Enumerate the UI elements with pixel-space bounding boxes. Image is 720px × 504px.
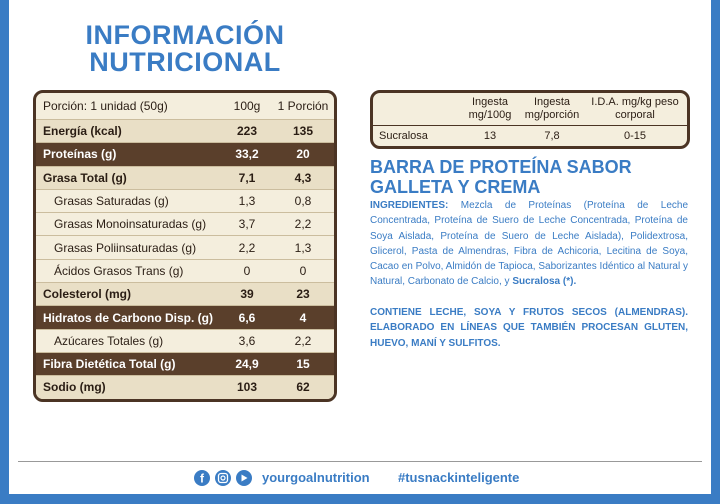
table-row: Grasas Monoinsaturadas (g) 3,7 2,2	[36, 212, 334, 235]
svg-text:f: f	[200, 472, 205, 486]
cell: 3,7	[238, 217, 256, 232]
cell: Sucralosa	[379, 130, 428, 142]
cell: 33,2	[235, 147, 259, 162]
sweetener-table: Ingesta mg/100g Ingesta mg/porción I.D.A. …	[370, 90, 690, 149]
cell: 62	[296, 380, 310, 395]
header-cell: Ingesta mg/100g	[468, 96, 512, 121]
header-cell: I.D.A. mg/kg peso corporal	[591, 96, 679, 121]
cell: 20	[296, 147, 310, 162]
header-cell: Ingesta mg/porción	[524, 96, 580, 121]
table-row: Proteínas (g) 33,2 20	[36, 142, 334, 166]
nutrition-table: Porción: 1 unidad (50g) 100g 1 Porción Ener…	[33, 90, 337, 402]
header-cell: Porción: 1 unidad (50g)	[43, 99, 168, 113]
allergens: CONTIENE LECHE, SOYA Y FRUTOS SECOS (ALM…	[370, 307, 688, 349]
cell: Ácidos Grasos Trans (g)	[54, 263, 184, 278]
ingredients-label: INGREDIENTES:	[370, 200, 449, 211]
cell: Hidratos de Carbono Disp. (g)	[43, 310, 214, 325]
cell: Azúcares Totales (g)	[54, 333, 164, 348]
cell: 0	[299, 263, 307, 278]
cell: 103	[236, 380, 258, 395]
product-name: GALLETA Y CREMA	[370, 177, 541, 197]
cell: Grasa Total (g)	[43, 170, 127, 185]
cell: 1,3	[294, 240, 312, 255]
cell: Fibra Dietética Total (g)	[43, 357, 176, 372]
cell: 0,8	[294, 194, 312, 209]
table-row: Grasa Total (g) 7,1 4,3	[36, 165, 334, 189]
product-name: BARRA DE PROTEÍNA SABOR	[370, 157, 632, 177]
cell: 2,2	[294, 333, 312, 348]
cell: 7,1	[238, 170, 256, 185]
title: NUTRICIONAL	[89, 47, 281, 77]
cell: 4,3	[294, 170, 312, 185]
cell: Energía (kcal)	[43, 124, 122, 139]
table-row: Colesterol (mg) 39 23	[36, 282, 334, 306]
ingredients-highlight: Sucralosa (*).	[512, 276, 577, 288]
right-border	[711, 0, 720, 504]
cell: 1,3	[238, 194, 256, 209]
hashtag: #tusnackinteligente	[398, 470, 520, 485]
cell: 2,2	[238, 240, 256, 255]
table-header: Ingesta mg/100g Ingesta mg/porción I.D.A. …	[373, 93, 687, 125]
cell: 0	[243, 263, 251, 278]
cell: 223	[236, 124, 258, 139]
cell: 15	[296, 357, 310, 372]
table-row: Azúcares Totales (g) 3,6 2,2	[36, 328, 334, 352]
cell: Proteínas (g)	[43, 147, 117, 162]
cell: Grasas Poliinsaturadas (g)	[54, 240, 197, 255]
title: INFORMACIÓN	[85, 20, 285, 50]
table-row: Ácidos Grasos Trans (g) 0 0	[36, 258, 334, 282]
table-row: Grasas Poliinsaturadas (g) 2,2 1,3	[36, 235, 334, 258]
cell: 23	[296, 287, 310, 302]
table-row: Sucralosa 13 7,8 0-15	[373, 125, 687, 146]
cell: 13	[483, 130, 497, 142]
cell: 39	[240, 287, 254, 302]
divider	[18, 461, 702, 462]
ingredients: INGREDIENTES: Mezcla de Proteínas (Prote…	[370, 198, 688, 290]
left-border	[0, 0, 9, 504]
table-row: Grasas Saturadas (g) 1,3 0,8	[36, 188, 334, 212]
table-row: Hidratos de Carbono Disp. (g) 6,6 4	[36, 305, 334, 329]
social-icons: f	[194, 470, 252, 486]
table-row: Sodio (mg) 103 62	[36, 375, 334, 399]
table-header: Porción: 1 unidad (50g) 100g 1 Porción	[36, 93, 334, 119]
table-row: Fibra Dietética Total (g) 24,9 15	[36, 351, 334, 376]
cell: Grasas Monoinsaturadas (g)	[54, 217, 207, 232]
header-cell: 100g	[233, 99, 261, 113]
handle: yourgoalnutrition	[262, 470, 370, 485]
cell: Colesterol (mg)	[43, 287, 132, 302]
cell: 4	[299, 310, 307, 325]
bottom-border	[0, 494, 720, 504]
ingredients-text: Mezcla de Proteínas (Proteína de Leche C…	[370, 200, 689, 288]
table-row: Energía (kcal) 223 135	[36, 119, 334, 143]
cell: Sodio (mg)	[43, 380, 106, 395]
header-cell: 1 Porción	[277, 99, 329, 113]
cell: 2,2	[294, 217, 312, 232]
cell: 135	[292, 124, 314, 139]
cell: 0-15	[623, 130, 647, 142]
cell: 24,9	[235, 357, 259, 372]
cell: Grasas Saturadas (g)	[54, 194, 169, 209]
cell: 6,6	[238, 310, 256, 325]
cell: 7,8	[544, 130, 560, 142]
cell: 3,6	[238, 333, 256, 348]
